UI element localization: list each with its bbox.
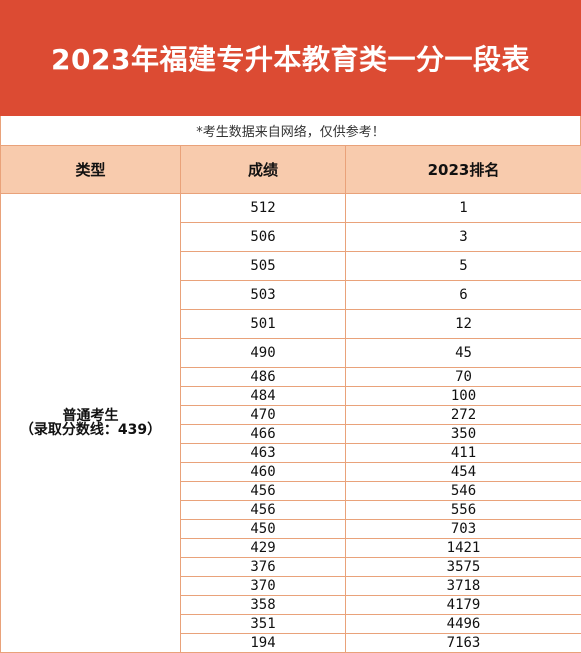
score-cell: 376: [180, 557, 346, 577]
rank-cell: 5: [345, 251, 581, 281]
rank-cell: 1: [345, 193, 581, 223]
table-row: 普通考生 （录取分数线：439） 512 1: [0, 193, 581, 653]
rank-cell: 70: [345, 367, 581, 387]
score-cell: 463: [180, 443, 346, 463]
rank-cell: 12: [345, 309, 581, 339]
score-cell: 456: [180, 500, 346, 520]
score-cell: 506: [180, 222, 346, 252]
score-cell: 466: [180, 424, 346, 444]
rank-cell: 4179: [345, 595, 581, 615]
rank-cell: 454: [345, 462, 581, 482]
table-row: 376 3575: [1, 557, 581, 577]
score-cell: 429: [180, 538, 346, 558]
table-row: 470 272: [1, 405, 581, 425]
rank-cell: 4496: [345, 614, 581, 634]
header-score: 成绩: [180, 145, 346, 194]
rank-cell: 411: [345, 443, 581, 463]
rank-cell: 100: [345, 386, 581, 406]
score-cell: 194: [180, 633, 346, 653]
rank-cell: 703: [345, 519, 581, 539]
score-cell: 505: [180, 251, 346, 281]
score-cell: 484: [180, 386, 346, 406]
table-row: 484 100: [1, 386, 581, 406]
table-header-row: 类型 成绩 2023排名: [0, 145, 581, 194]
rank-cell: 3718: [345, 576, 581, 596]
score-cell: 503: [180, 280, 346, 310]
table-row: 463 411: [1, 443, 581, 463]
score-rank-table: 类型 成绩 2023排名 普通考生 （录取分数线：439） 512 1 506 …: [0, 145, 581, 653]
score-cell: 460: [180, 462, 346, 482]
score-cell: 490: [180, 338, 346, 368]
table-row: 486 70: [1, 367, 581, 387]
table-row: 351 4496: [1, 614, 581, 634]
table-row: 466 350: [1, 424, 581, 444]
rank-cell: 350: [345, 424, 581, 444]
rank-cell: 1421: [345, 538, 581, 558]
category-cell: 普通考生 （录取分数线：439）: [0, 193, 181, 653]
table-row: 194 7163: [1, 633, 581, 653]
rank-cell: 546: [345, 481, 581, 501]
score-cell: 456: [180, 481, 346, 501]
score-cell: 470: [180, 405, 346, 425]
table-row: 503 6: [1, 280, 581, 310]
page-title: 2023年福建专升本教育类一分一段表: [0, 0, 581, 116]
score-cell: 370: [180, 576, 346, 596]
score-cell: 501: [180, 309, 346, 339]
rank-cell: 6: [345, 280, 581, 310]
rank-cell: 272: [345, 405, 581, 425]
score-cell: 512: [180, 193, 346, 223]
header-type: 类型: [0, 145, 181, 194]
header-rank: 2023排名: [345, 145, 581, 194]
table-row: 358 4179: [1, 595, 581, 615]
score-cell: 358: [180, 595, 346, 615]
rank-cell: 556: [345, 500, 581, 520]
table-row: 506 3: [1, 222, 581, 252]
score-cell: 450: [180, 519, 346, 539]
score-cell: 486: [180, 367, 346, 387]
table-row: 456 546: [1, 481, 581, 501]
rank-cell: 7163: [345, 633, 581, 653]
rank-cell: 3: [345, 222, 581, 252]
data-source-note: *考生数据来自网络，仅供参考！: [0, 116, 581, 145]
rank-cell: 45: [345, 338, 581, 368]
category-name: 普通考生: [62, 408, 119, 424]
cutoff-score-label: （录取分数线：439）: [19, 422, 162, 438]
rank-cell: 3575: [345, 557, 581, 577]
table-body: 普通考生 （录取分数线：439） 512 1 506 3 505 5 503 6…: [0, 193, 581, 653]
score-cell: 351: [180, 614, 346, 634]
table-row: 370 3718: [1, 576, 581, 596]
